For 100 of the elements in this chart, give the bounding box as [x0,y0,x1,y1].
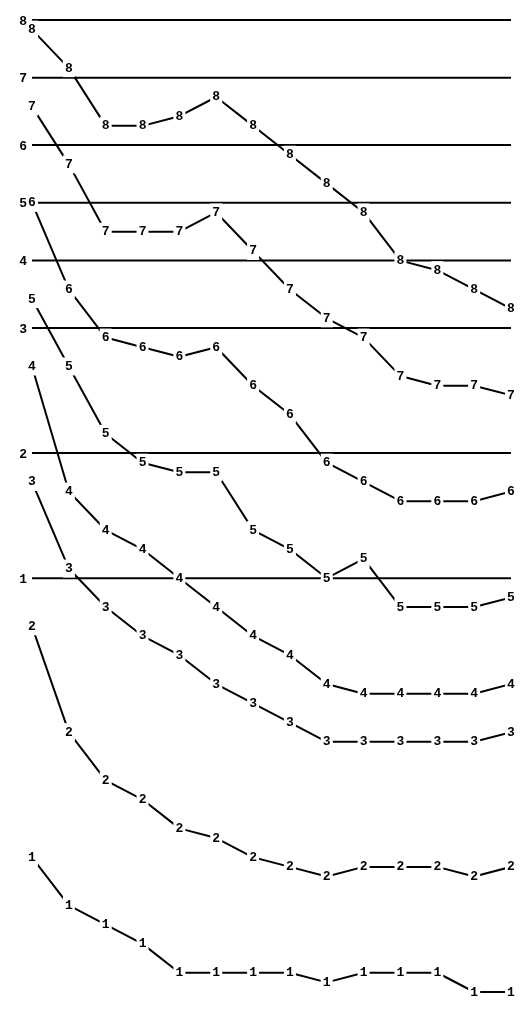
text: 6 [175,349,184,365]
text: 7 [212,204,221,220]
text: 8 [396,253,405,269]
text: 2 [470,869,479,885]
text: 4 [138,541,147,557]
annotation: 6 [64,281,73,297]
text: 5 [138,455,147,471]
text: 1 [19,571,27,587]
text: 4 [433,686,442,702]
text: 4 [212,599,221,615]
annotation: 8 [28,22,37,38]
text: 5 [396,599,405,615]
text: 3 [433,734,442,750]
text: 1 [138,936,147,952]
text: 3 [507,724,515,740]
text: 1 [175,965,184,981]
text: 8 [470,281,479,297]
series-label: 3 [28,474,37,490]
text: 2 [322,869,331,885]
text: 1 [433,965,442,981]
text: 3 [138,628,147,644]
text: 5 [322,570,331,586]
text: 5 [359,551,368,567]
text: 5 [212,464,221,480]
text: 8 [101,118,110,134]
text: 6 [101,330,110,346]
annotation: 4 [64,484,73,500]
text: 4 [322,676,331,692]
text: 6 [286,407,294,423]
text: 8 [507,301,515,317]
text: 5 [101,426,110,442]
text: 8 [175,108,184,124]
text: 7 [396,368,405,384]
text: 4 [101,522,110,538]
text: 3 [175,647,184,663]
text: 3 [101,599,110,615]
text: 6 [507,484,515,500]
text: 3 [359,734,368,750]
text: 3 [470,734,479,750]
text: 8 [322,176,331,192]
text: 4 [175,570,184,586]
text: 4 [249,628,257,644]
text: 2 [359,859,368,875]
text: 5 [286,541,294,557]
text: 6 [249,378,257,394]
series-label: 8 [212,89,221,105]
text: 5 [19,196,27,212]
series-label: 5 [28,291,37,307]
text: 1 [212,965,221,981]
text: 8 [19,13,27,29]
text: 7 [470,378,479,394]
text: 8 [286,147,294,163]
text: 2 [433,859,442,875]
series-label: 7 [28,99,36,115]
text: 6 [19,138,27,154]
text: 2 [249,849,257,865]
annotation: 1 [64,897,73,913]
text: 1 [470,984,479,1000]
text: 3 [212,676,221,692]
text: 5 [433,599,442,615]
text: 6 [359,474,368,490]
text: 2 [212,830,221,846]
text: 4 [286,647,294,663]
text: 1 [322,974,331,990]
text: 8 [359,204,368,220]
text: 6 [212,339,221,355]
text: 7 [138,224,147,240]
text: 6 [138,339,147,355]
text: 6 [433,493,442,509]
text: 8 [64,60,73,76]
text: 3 [19,321,27,337]
text: 7 [249,243,257,259]
text: 6 [470,493,479,509]
text: 7 [101,224,110,240]
series-label: 1 [28,849,37,865]
text: 2 [101,772,110,788]
text: 4 [470,686,479,702]
text: 2 [138,792,147,808]
text: 2 [507,859,515,875]
text: 1 [101,917,110,933]
text: 5 [507,589,515,605]
text: 8 [433,262,442,278]
text: 1 [286,965,294,981]
annotation: 7 [64,156,73,172]
text: 2 [19,446,27,462]
text: 7 [175,224,184,240]
text: 2 [396,859,405,875]
text: 3 [322,734,331,750]
text: 4 [359,686,368,702]
text: 7 [19,71,27,87]
text: 1 [359,965,368,981]
text: 7 [359,330,368,346]
series-label: 6 [28,195,37,211]
text: 8 [138,118,147,134]
text: 4 [396,686,405,702]
annotation: 3 [64,561,73,577]
text: 5 [175,464,184,480]
text: 6 [396,493,405,509]
text: 5 [470,599,479,615]
text: 2 [175,820,184,836]
